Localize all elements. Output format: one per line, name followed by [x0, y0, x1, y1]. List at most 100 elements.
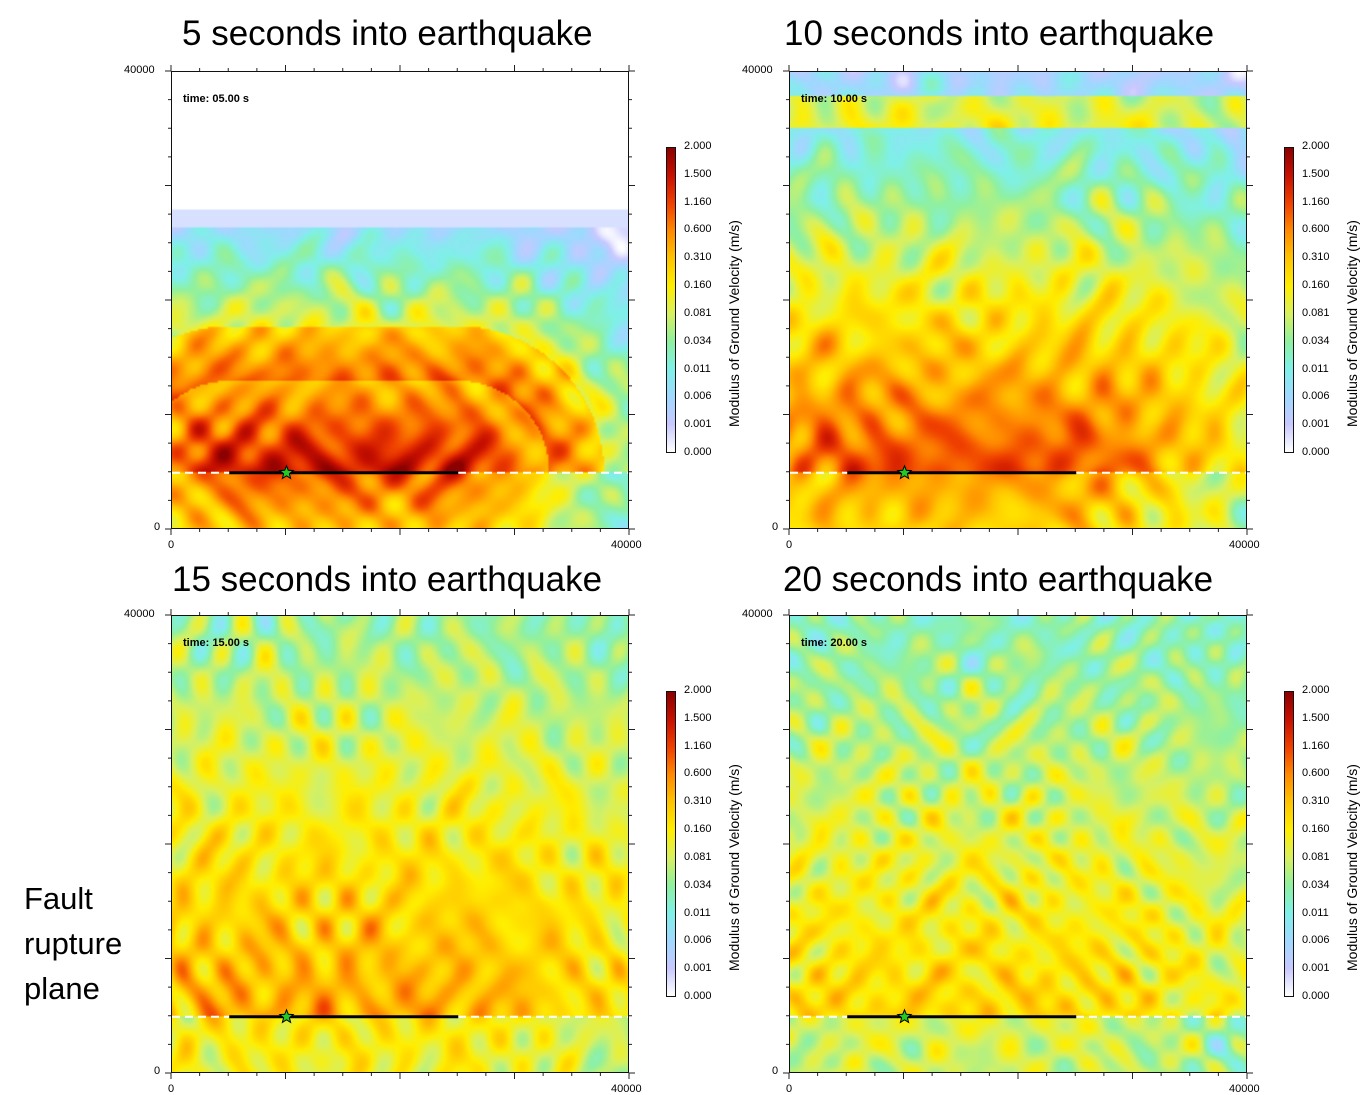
colorbar-tick-label: 0.000 — [1302, 446, 1330, 458]
colorbar-tick-label: 1.160 — [684, 739, 712, 752]
colorbar-tick-label: 0.081 — [1302, 850, 1330, 863]
fault-overlay — [172, 1008, 628, 1024]
y-tick-top: 40000 — [742, 608, 773, 620]
colorbar-tick-label: 0.006 — [1302, 390, 1330, 403]
x-tick-right: 40000 — [1229, 539, 1260, 551]
y-tick-bottom: 0 — [154, 521, 161, 533]
y-tick-bottom: 0 — [772, 1065, 779, 1077]
colorbar-tick-label: 1.160 — [1302, 739, 1330, 752]
colorbar-tick-label: 0.006 — [1302, 934, 1330, 947]
colorbar-title: Modulus of Ground Velocity (m/s) — [726, 220, 742, 427]
axis-tick-marks — [165, 65, 635, 535]
colorbar-title: Modulus of Ground Velocity (m/s) — [1344, 220, 1360, 427]
colorbar-tick-label: 0.006 — [684, 390, 712, 403]
colorbar-tick-label: 0.011 — [1302, 362, 1329, 375]
x-tick-right: 40000 — [611, 1083, 642, 1095]
colorbar-tick-label: 1.500 — [684, 167, 712, 180]
colorbar-tick-label: 2.000 — [684, 140, 712, 152]
colorbar-tick-label: 0.600 — [684, 767, 712, 780]
colorbar-tick-label: 0.160 — [684, 823, 712, 836]
colorbar — [1284, 691, 1294, 997]
velocity-heatmap: time: 05.00 s — [171, 71, 629, 529]
colorbar-tick-label: 0.000 — [684, 990, 712, 1002]
colorbar-tick-label: 0.001 — [684, 962, 712, 975]
hypocenter-star-icon — [896, 1008, 913, 1024]
colorbar-tick-label: 1.160 — [684, 195, 712, 208]
colorbar-tick-label: 0.600 — [1302, 767, 1330, 780]
fault-overlay — [790, 464, 1246, 480]
y-tick-top: 40000 — [742, 64, 773, 76]
colorbar-tick-label: 0.034 — [684, 878, 712, 891]
hypocenter-star-icon — [896, 464, 913, 480]
velocity-field — [172, 616, 628, 1072]
velocity-heatmap: time: 15.00 s — [171, 615, 629, 1073]
panel-title: 15 seconds into earthquake — [172, 560, 603, 599]
colorbar-tick-label: 2.000 — [684, 684, 712, 696]
colorbar-tick-label: 0.000 — [684, 446, 712, 458]
y-tick-bottom: 0 — [154, 1065, 161, 1077]
time-annotation: time: 05.00 s — [183, 93, 250, 105]
time-annotation: time: 20.00 s — [801, 637, 868, 649]
colorbar-tick-label: 1.500 — [1302, 167, 1330, 180]
velocity-heatmap: time: 10.00 s — [789, 71, 1247, 529]
colorbar-tick-label: 0.081 — [684, 306, 712, 319]
axis-tick-marks — [165, 609, 635, 1079]
colorbar-tick-label: 0.034 — [684, 334, 712, 347]
colorbar-tick-label: 0.011 — [684, 906, 711, 919]
colorbar-tick-label: 0.006 — [684, 934, 712, 947]
velocity-heatmap: time: 20.00 s — [789, 615, 1247, 1073]
velocity-field — [172, 72, 628, 528]
colorbar-tick-label: 0.600 — [684, 223, 712, 236]
velocity-field — [790, 72, 1246, 528]
colorbar-tick-label: 0.081 — [1302, 306, 1330, 319]
colorbar-tick-label: 0.011 — [684, 362, 711, 375]
colorbar-tick-label: 0.034 — [1302, 334, 1330, 347]
colorbar-tick-label: 0.001 — [1302, 962, 1330, 975]
colorbar-tick-label: 0.310 — [1302, 251, 1330, 264]
side-label-line3: plane — [24, 971, 100, 1006]
time-annotation: time: 10.00 s — [801, 93, 868, 105]
y-tick-bottom: 0 — [772, 521, 779, 533]
side-label-line1: Fault — [24, 881, 93, 916]
colorbar-tick-label: 0.310 — [684, 251, 712, 264]
colorbar-tick-label: 1.160 — [1302, 195, 1330, 208]
x-tick-left: 0 — [168, 1083, 175, 1095]
fault-overlay — [790, 1008, 1246, 1024]
colorbar-tick-label: 2.000 — [1302, 140, 1330, 152]
colorbar — [666, 147, 676, 453]
colorbar-tick-label: 2.000 — [1302, 684, 1330, 696]
colorbar-title: Modulus of Ground Velocity (m/s) — [1344, 764, 1360, 971]
colorbar-tick-label: 1.500 — [1302, 711, 1330, 724]
colorbar-tick-label: 0.011 — [1302, 906, 1329, 919]
colorbar-tick-label: 0.001 — [684, 418, 712, 431]
colorbar-tick-label: 0.600 — [1302, 223, 1330, 236]
panel-title: 20 seconds into earthquake — [783, 560, 1214, 599]
x-tick-right: 40000 — [611, 539, 642, 551]
fault-rupture-plane-label: Fault rupture plane — [24, 876, 122, 1011]
side-label-line2: rupture — [24, 926, 123, 961]
colorbar-tick-label: 0.081 — [684, 850, 712, 863]
colorbar-tick-label: 0.000 — [1302, 990, 1330, 1002]
axis-tick-marks — [783, 65, 1253, 535]
panel-title: 10 seconds into earthquake — [784, 14, 1215, 53]
x-tick-left: 0 — [786, 1083, 793, 1095]
colorbar-tick-label: 0.160 — [1302, 823, 1330, 836]
colorbar-tick-label: 0.160 — [1302, 279, 1330, 292]
colorbar-tick-label: 0.310 — [1302, 795, 1330, 808]
colorbar-tick-label: 0.001 — [1302, 418, 1330, 431]
fault-overlay — [172, 464, 628, 480]
x-tick-right: 40000 — [1229, 1083, 1260, 1095]
hypocenter-star-icon — [278, 464, 295, 480]
velocity-field — [790, 616, 1246, 1072]
hypocenter-star-icon — [278, 1008, 295, 1024]
x-tick-left: 0 — [786, 539, 793, 551]
x-tick-left: 0 — [168, 539, 175, 551]
colorbar-tick-label: 0.310 — [684, 795, 712, 808]
axis-tick-marks — [783, 609, 1253, 1079]
time-annotation: time: 15.00 s — [183, 637, 250, 649]
colorbar-tick-label: 0.034 — [1302, 878, 1330, 891]
colorbar-tick-label: 1.500 — [684, 711, 712, 724]
colorbar-title: Modulus of Ground Velocity (m/s) — [726, 764, 742, 971]
panel-title: 5 seconds into earthquake — [182, 14, 593, 53]
colorbar-tick-label: 0.160 — [684, 279, 712, 292]
